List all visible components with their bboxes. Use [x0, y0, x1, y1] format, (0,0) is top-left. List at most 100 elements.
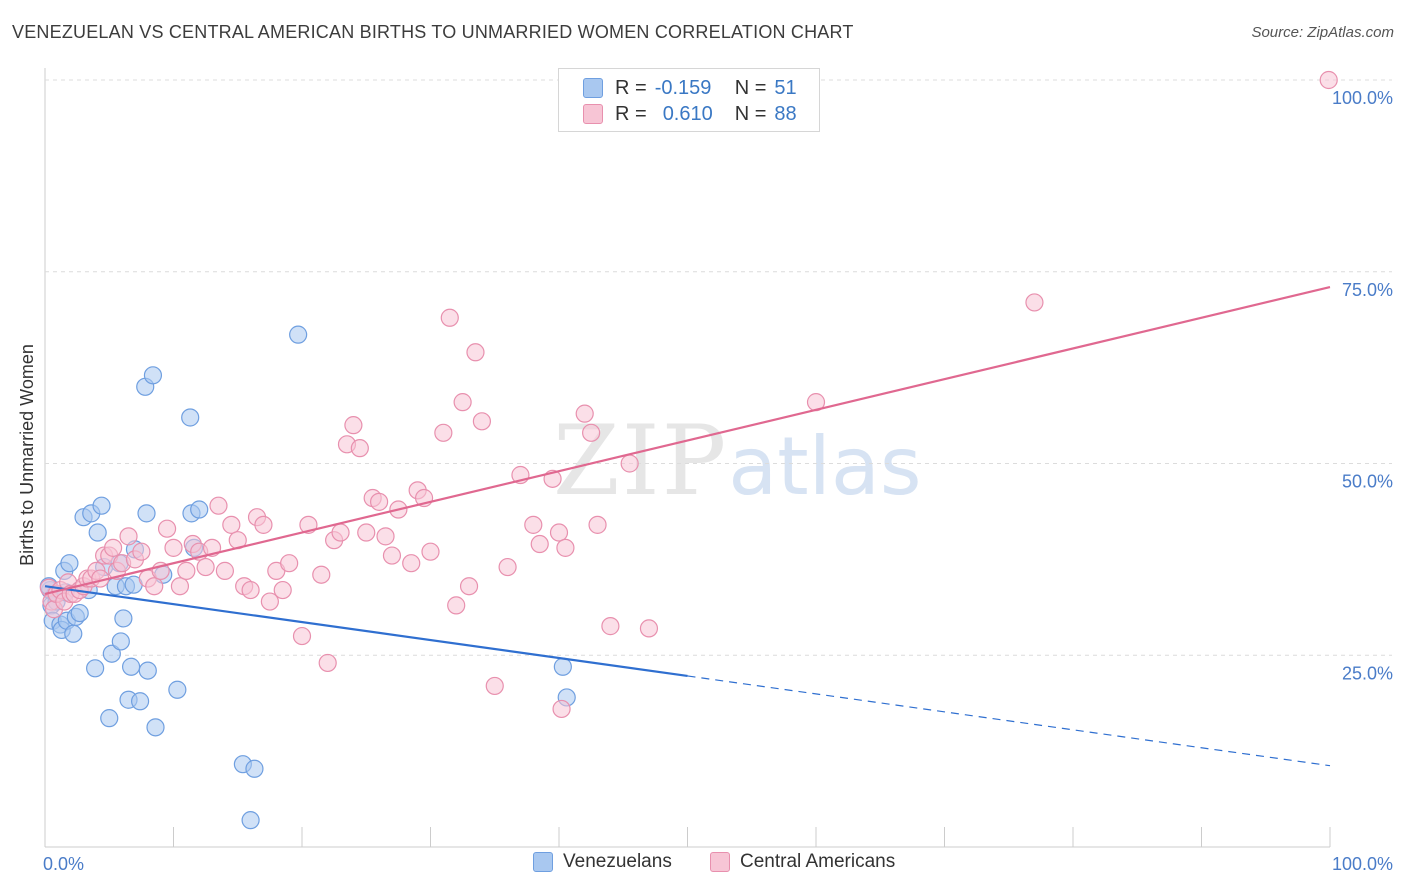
legend-n-value: 51: [774, 76, 797, 99]
central-american-point: [164, 538, 183, 557]
venezuelan-trend-extension: [687, 675, 1331, 767]
central-american-point: [402, 554, 421, 573]
central-american-point: [524, 515, 543, 534]
venezuelan-point: [64, 624, 83, 643]
legend-item-central-americans: Central Americans: [710, 851, 895, 873]
central-american-point: [280, 554, 299, 573]
y-tick-label: 25.0%: [1342, 663, 1393, 683]
central-american-point: [530, 534, 549, 554]
central-american-point: [588, 515, 607, 534]
central-american-point: [273, 580, 292, 600]
central-american-point: [472, 412, 491, 431]
central-american-point: [601, 617, 620, 636]
venezuelan-point: [111, 632, 130, 651]
venezuelan-trend-line: [44, 585, 688, 678]
central-american-point: [260, 592, 279, 611]
central-american-point: [639, 619, 659, 638]
watermark-atlas: atlas: [728, 420, 922, 513]
venezuelan-point: [289, 325, 308, 344]
central-american-point: [466, 343, 485, 362]
central-american-point: [357, 523, 376, 542]
central-american-point: [620, 454, 639, 473]
central-american-point: [312, 565, 331, 584]
central-american-point: [292, 626, 312, 646]
central-american-point: [376, 527, 395, 546]
series-legend: Venezuelans Central Americans: [0, 851, 1406, 877]
venezuelan-point: [138, 661, 157, 680]
central-american-point: [318, 653, 337, 673]
venezuelan-point: [70, 603, 89, 623]
venezuelan-point: [168, 680, 187, 699]
venezuelan-point: [86, 659, 105, 678]
central-american-point: [119, 527, 138, 546]
correlation-legend: R = -0.159 N = 51 R = 0.610 N = 88: [558, 68, 820, 132]
central-american-point: [209, 496, 228, 515]
legend-row-venezuelans: R = -0.159 N = 51: [583, 76, 797, 100]
central-american-point: [382, 546, 402, 565]
central-american-point: [177, 561, 196, 580]
legend-r-value: 0.610: [662, 102, 713, 125]
y-tick-label: 75.0%: [1342, 280, 1393, 300]
chart-title: VENEZUELAN VS CENTRAL AMERICAN BIRTHS TO…: [12, 22, 854, 42]
central-american-point: [254, 515, 273, 534]
central-american-point: [344, 416, 363, 435]
venezuelan-point: [245, 759, 264, 778]
venezuelan-point: [60, 554, 79, 573]
watermark: ZIPatlas: [553, 405, 922, 517]
central-american-point: [104, 538, 123, 557]
legend-swatch-pink: [710, 852, 730, 872]
legend-swatch-blue: [583, 78, 603, 98]
legend-item-venezuelans: Venezuelans: [533, 851, 672, 873]
venezuelan-point: [181, 408, 200, 427]
venezuelan-point: [102, 644, 121, 663]
legend-n-value: 88: [774, 102, 797, 125]
central-american-point: [440, 308, 459, 327]
central-american-point: [170, 577, 190, 596]
central-american-point: [157, 519, 177, 538]
x-tick-label: 100.0%: [1332, 854, 1393, 874]
central-american-point: [331, 523, 350, 542]
central-american-point: [453, 393, 472, 412]
venezuelan-point: [88, 523, 107, 542]
venezuelan-point: [241, 811, 260, 830]
central-american-point: [552, 699, 571, 719]
venezuelan-point: [121, 657, 141, 676]
central-american-point: [145, 577, 164, 596]
central-american-point: [582, 423, 601, 442]
y-axis-label: Births to Unmarried Women: [17, 344, 37, 566]
venezuelan-point: [143, 366, 163, 385]
central-american-point: [498, 557, 517, 577]
venezuelan-point: [130, 692, 150, 711]
central-american-trend-line: [44, 286, 1331, 595]
legend-n-label: N =: [734, 102, 767, 125]
central-american-point: [1319, 70, 1338, 90]
y-tick-label: 100.0%: [1332, 88, 1393, 108]
legend-r-label: R =: [615, 76, 647, 99]
central-american-point: [485, 676, 504, 696]
central-american-point: [241, 580, 260, 600]
legend-swatch-blue: [533, 852, 553, 872]
venezuelan-point: [137, 504, 156, 523]
venezuelan-point: [146, 718, 165, 737]
central-american-point: [222, 515, 241, 534]
central-american-point: [370, 492, 389, 511]
central-american-point: [575, 404, 594, 423]
central-american-point: [350, 439, 369, 458]
chart-source: Source: ZipAtlas.com: [1251, 24, 1394, 41]
central-american-point: [459, 577, 479, 596]
central-american-point: [434, 423, 453, 442]
legend-r-label: R =: [615, 102, 647, 125]
watermark-zip: ZIP: [553, 405, 729, 517]
legend-r-value: -0.159: [654, 76, 712, 99]
venezuelan-point: [100, 709, 119, 728]
venezuelan-point: [114, 609, 133, 628]
central-american-point: [1025, 293, 1044, 312]
legend-swatch-pink: [583, 104, 603, 124]
venezuelan-point: [190, 500, 209, 519]
y-tick-label: 50.0%: [1342, 472, 1393, 492]
central-american-point: [215, 561, 234, 580]
venezuelan-point: [553, 657, 572, 676]
central-american-point: [421, 542, 440, 561]
central-american-point: [447, 596, 466, 615]
